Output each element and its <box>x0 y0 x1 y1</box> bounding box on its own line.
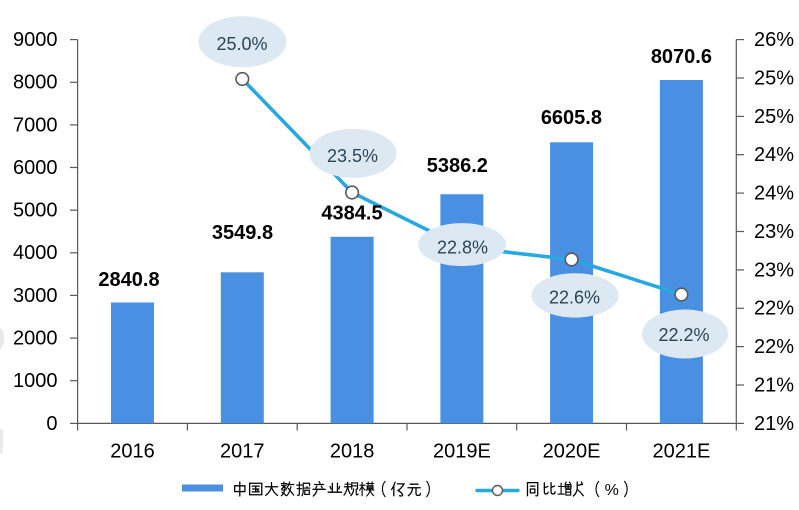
svg-text:2017: 2017 <box>220 440 265 462</box>
svg-text:2019E: 2019E <box>433 440 491 462</box>
svg-text:4384.5: 4384.5 <box>321 202 382 224</box>
svg-text:2016: 2016 <box>110 440 155 462</box>
svg-text:8070.6: 8070.6 <box>651 46 712 68</box>
svg-text:22.8%: 22.8% <box>437 237 488 257</box>
svg-text:3000: 3000 <box>13 285 58 307</box>
svg-text:22.6%: 22.6% <box>549 287 600 307</box>
svg-text:26%: 26% <box>754 29 794 51</box>
svg-text:21%: 21% <box>754 374 794 396</box>
svg-text:8000: 8000 <box>13 72 58 94</box>
svg-text:1000: 1000 <box>13 370 58 392</box>
svg-text:22%: 22% <box>754 336 794 358</box>
svg-text:4000: 4000 <box>13 242 58 264</box>
svg-text:23.5%: 23.5% <box>327 146 378 166</box>
svg-text:6000: 6000 <box>13 157 58 179</box>
svg-text:2021E: 2021E <box>652 440 710 462</box>
svg-text:24%: 24% <box>754 183 794 205</box>
svg-text:2000: 2000 <box>13 328 58 350</box>
svg-text:5386.2: 5386.2 <box>427 155 488 177</box>
svg-text:25.0%: 25.0% <box>216 34 267 54</box>
svg-text:22.2%: 22.2% <box>658 325 709 345</box>
svg-text:2020E: 2020E <box>543 440 601 462</box>
svg-text:23%: 23% <box>754 259 794 281</box>
svg-text:5000: 5000 <box>13 200 58 222</box>
svg-text:25%: 25% <box>754 67 794 89</box>
svg-text:25%: 25% <box>754 106 794 128</box>
svg-text:24%: 24% <box>754 144 794 166</box>
svg-text:2018: 2018 <box>330 440 375 462</box>
svg-text:3549.8: 3549.8 <box>212 222 273 244</box>
svg-text:9000: 9000 <box>13 29 58 51</box>
svg-text:22%: 22% <box>754 298 794 320</box>
svg-text:2840.8: 2840.8 <box>98 269 159 291</box>
svg-text:7000: 7000 <box>13 114 58 136</box>
svg-text:21%: 21% <box>754 413 794 435</box>
svg-text:0: 0 <box>46 413 57 435</box>
svg-text:23%: 23% <box>754 221 794 243</box>
svg-text:6605.8: 6605.8 <box>541 107 602 129</box>
svg-text:%: % <box>605 482 619 499</box>
